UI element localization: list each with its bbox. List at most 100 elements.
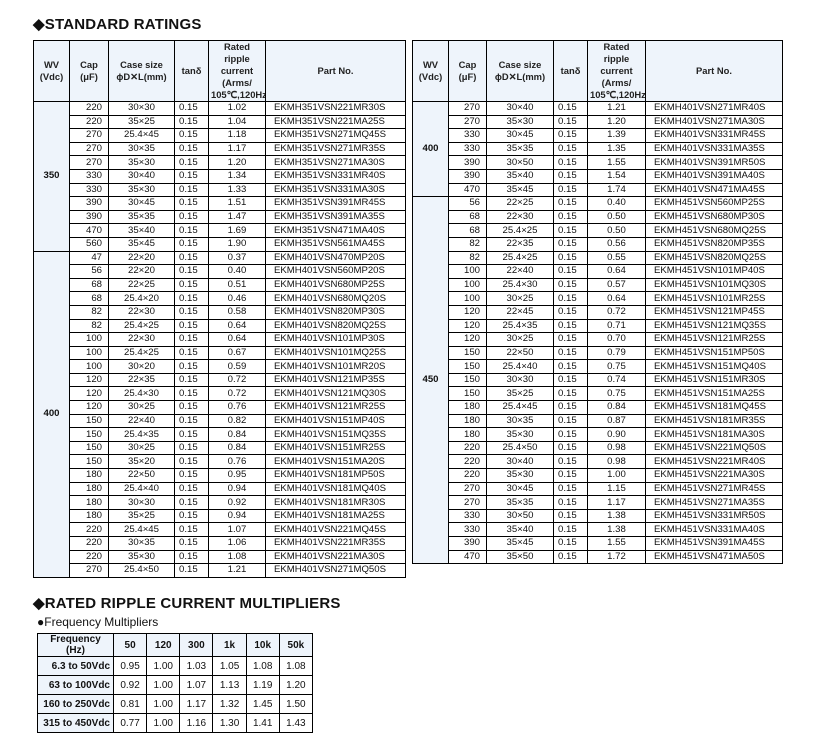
cap-cell: 270 bbox=[448, 101, 487, 116]
table-row: 68 25.4×25 0.15 0.50 EKMH451VSN680MQ25S bbox=[413, 223, 783, 238]
part-number-cell: EKMH451VSN181MA30S bbox=[645, 427, 783, 442]
table-row: 400 270 30×40 0.15 1.21 EKMH401VSN271MR40S bbox=[412, 100, 783, 198]
cap-cell: 100 bbox=[69, 359, 109, 374]
part-number-cell: EKMH401VSN470MP20S bbox=[265, 250, 406, 266]
table-row: 150 30×25 0.15 0.84 EKMH401VSN151MR25S bbox=[34, 440, 406, 456]
cap-cell: 180 bbox=[448, 413, 487, 429]
part-number-cell: EKMH351VSN271MR35S bbox=[265, 141, 406, 157]
ripple-current-cell: 1.02 bbox=[208, 101, 266, 116]
multiplier-value: 1.19 bbox=[245, 675, 280, 695]
cap-cell: 270 bbox=[448, 114, 487, 130]
table-row: 160 to 250Vdc 0.81 1.00 1.17 1.32 1.45 1.50 bbox=[37, 694, 314, 714]
part-number-cell: EKMH451VSN221MA30S bbox=[645, 468, 783, 483]
multiplier-value: 0.81 bbox=[112, 694, 148, 714]
part-number-cell: EKMH451VSN271MR45S bbox=[645, 481, 783, 497]
ripple-current-cell: 1.17 bbox=[208, 141, 266, 157]
cap-cell: 120 bbox=[69, 372, 109, 388]
multiplier-value: 1.08 bbox=[245, 656, 280, 676]
part-number-cell: EKMH451VSN181MQ45S bbox=[645, 400, 783, 415]
tan-delta-cell: 0.15 bbox=[553, 250, 588, 266]
table-row: 180 35×25 0.15 0.94 EKMH401VSN181MA25S bbox=[34, 508, 406, 524]
ripple-current-cell: 1.08 bbox=[208, 549, 266, 565]
ripple-current-cell: 0.87 bbox=[587, 413, 646, 429]
tan-delta-cell: 0.15 bbox=[553, 481, 588, 497]
frequency-header: Frequency (Hz) bbox=[37, 633, 114, 657]
tan-delta-cell: 0.15 bbox=[553, 196, 588, 211]
table-row: 450 56 22×25 0.15 0.40 EKMH451VSN560MP25S bbox=[412, 196, 783, 565]
table-row: 120 30×25 0.15 0.76 EKMH401VSN121MR25S bbox=[34, 400, 406, 415]
part-number-cell: EKMH401VSN221MA30S bbox=[265, 549, 406, 565]
case-size-cell: 35×35 bbox=[108, 209, 175, 225]
cap-cell: 390 bbox=[448, 168, 487, 184]
case-size-cell: 30×40 bbox=[486, 454, 554, 470]
case-size-cell: 22×20 bbox=[108, 250, 175, 266]
table-row: 100 25.4×30 0.15 0.57 EKMH451VSN101MQ30S bbox=[413, 277, 783, 293]
tan-delta-cell: 0.15 bbox=[174, 495, 209, 510]
table-row: 270 25.4×45 0.15 1.18 EKMH351VSN271MQ45S bbox=[34, 128, 406, 143]
cap-cell: 82 bbox=[69, 304, 109, 320]
tan-delta-cell: 0.15 bbox=[553, 264, 588, 279]
case-size-cell: 35×35 bbox=[486, 141, 554, 157]
cap-cell: 220 bbox=[69, 101, 109, 116]
part-number-cell: EKMH401VSN121MR25S bbox=[265, 400, 406, 415]
multiplier-value: 1.43 bbox=[278, 713, 314, 733]
ripple-current-cell: 0.55 bbox=[587, 250, 646, 266]
part-number-cell: EKMH401VSN221MR35S bbox=[265, 536, 406, 551]
cap-cell: 82 bbox=[448, 250, 487, 266]
cap-cell: 120 bbox=[448, 332, 487, 347]
table-row: 180 25.4×40 0.15 0.94 EKMH401VSN181MQ40S bbox=[34, 481, 406, 497]
multipliers-title: ◆RATED RIPPLE CURRENT MULTIPLIERS bbox=[33, 595, 341, 612]
multiplier-value: 1.20 bbox=[278, 675, 314, 695]
tan-delta-cell: 0.15 bbox=[174, 413, 209, 429]
tan-delta-cell: 0.15 bbox=[174, 508, 209, 524]
case-size-cell: 22×50 bbox=[486, 345, 554, 361]
tan-delta-cell: 0.15 bbox=[174, 372, 209, 388]
case-size-cell: 22×50 bbox=[108, 468, 175, 483]
cap-cell: 100 bbox=[448, 264, 487, 279]
multiplier-value: 1.50 bbox=[278, 694, 314, 714]
multiplier-value: 1.32 bbox=[212, 694, 247, 714]
ripple-current-cell: 0.50 bbox=[587, 209, 646, 225]
multiplier-value: 1.08 bbox=[278, 656, 314, 676]
multiplier-value: 0.77 bbox=[112, 713, 148, 733]
part-number-cell: EKMH451VSN181MR35S bbox=[645, 413, 783, 429]
part-number-cell: EKMH401VSN271MQ50S bbox=[265, 563, 406, 578]
cap-cell: 270 bbox=[69, 141, 109, 157]
tan-delta-cell: 0.15 bbox=[174, 264, 209, 279]
table-row: 330 35×30 0.15 1.33 EKMH351VSN331MA30S bbox=[34, 182, 406, 198]
cap-cell: 390 bbox=[69, 209, 109, 225]
cap-cell: 150 bbox=[69, 427, 109, 442]
cap-cell: 180 bbox=[69, 468, 109, 483]
tan-delta-cell: 0.15 bbox=[553, 182, 588, 198]
table-row: 350 220 30×30 0.15 1.02 EKMH351VSN221MR30S bbox=[33, 101, 406, 252]
ripple-current-cell: 0.72 bbox=[208, 386, 266, 402]
table-row: 220 35×25 0.15 1.04 EKMH351VSN221MA25S bbox=[34, 114, 406, 130]
part-number-cell: EKMH451VSN680MP30S bbox=[645, 209, 783, 225]
frequency-1k: 1k bbox=[212, 633, 247, 657]
tan-delta-cell: 0.15 bbox=[553, 522, 588, 537]
case-size-cell: 30×50 bbox=[486, 155, 554, 170]
table-row: 82 25.4×25 0.15 0.55 EKMH451VSN820MQ25S bbox=[413, 250, 783, 266]
case-size-cell: 30×30 bbox=[108, 495, 175, 510]
table-row: 68 22×30 0.15 0.50 EKMH451VSN680MP30S bbox=[413, 209, 783, 225]
multiplier-value: 1.00 bbox=[146, 694, 181, 714]
case-size-cell: 25.4×30 bbox=[108, 386, 175, 402]
table-row: 390 35×45 0.15 1.55 EKMH451VSN391MA45S bbox=[413, 536, 783, 551]
tan-delta-cell: 0.15 bbox=[553, 427, 588, 442]
ripple-current-cell: 1.39 bbox=[587, 128, 646, 143]
ripple-current-cell: 0.64 bbox=[208, 332, 266, 347]
header-part-number: Part No. bbox=[265, 40, 406, 102]
table-row: 470 35×45 0.15 1.74 EKMH401VSN471MA45S bbox=[413, 182, 783, 198]
tan-delta-cell: 0.15 bbox=[553, 101, 588, 116]
tan-delta-cell: 0.15 bbox=[553, 155, 588, 170]
case-size-cell: 35×35 bbox=[486, 495, 554, 510]
cap-cell: 270 bbox=[448, 495, 487, 510]
case-size-cell: 35×20 bbox=[108, 454, 175, 470]
multiplier-value: 1.45 bbox=[245, 694, 280, 714]
part-number-cell: EKMH401VSN181MP50S bbox=[265, 468, 406, 483]
part-number-cell: EKMH401VSN181MQ40S bbox=[265, 481, 406, 497]
tan-delta-cell: 0.15 bbox=[553, 114, 588, 130]
cap-cell: 470 bbox=[69, 223, 109, 238]
ripple-current-cell: 1.00 bbox=[587, 468, 646, 483]
voltage-range-label: 6.3 to 50Vdc bbox=[37, 656, 114, 676]
